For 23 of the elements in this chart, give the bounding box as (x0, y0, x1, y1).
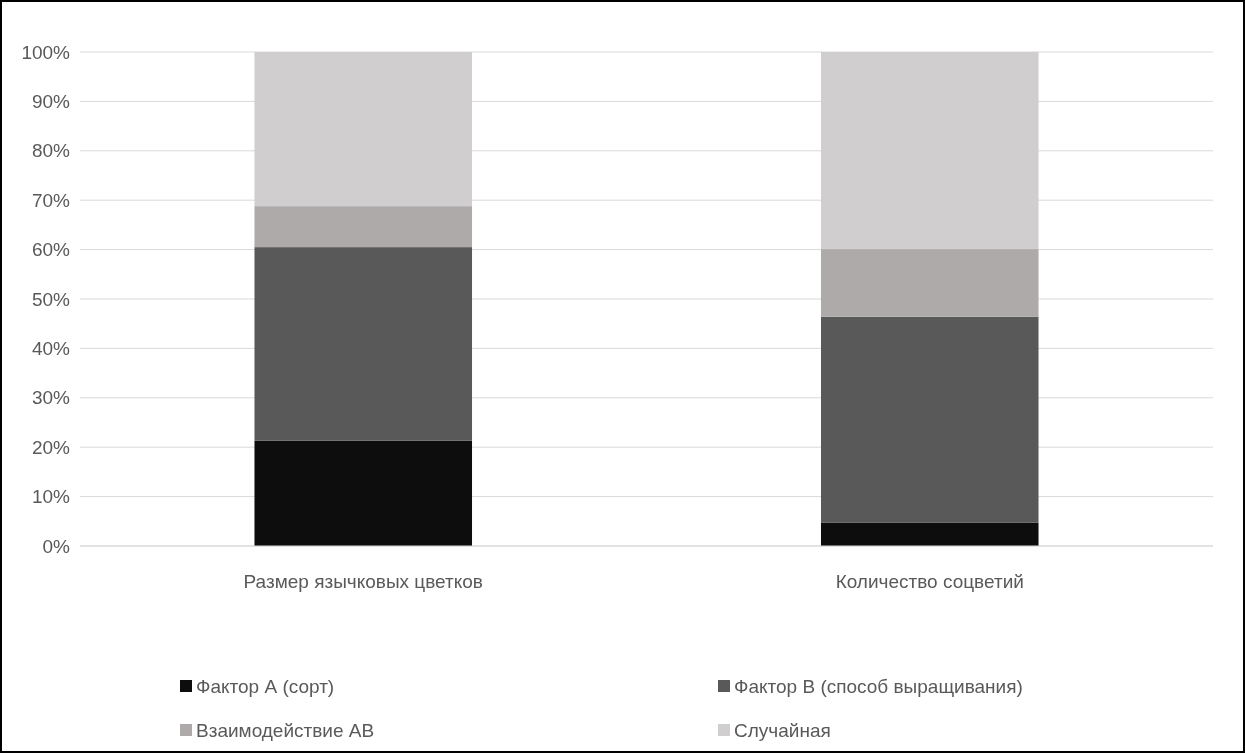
y-tick-label: 90% (31, 91, 71, 113)
y-tick-label: 30% (31, 387, 71, 409)
y-tick-label: 50% (31, 288, 71, 310)
bar (820, 249, 1039, 317)
y-tick-label: 0% (42, 535, 71, 557)
bar (820, 316, 1039, 523)
y-tick-label: 60% (31, 239, 71, 261)
y-tick-label: 20% (31, 436, 71, 458)
y-tick-label: 100% (21, 41, 71, 63)
bar (820, 522, 1039, 546)
legend-label: Фактор А (сорт) (196, 675, 335, 697)
y-tick-label: 10% (31, 486, 71, 508)
bar (254, 247, 473, 441)
bar (254, 206, 473, 248)
legend-label: Случайная (734, 719, 831, 741)
x-tick-label: Размер язычковых цветков (243, 571, 483, 592)
y-tick-label: 80% (31, 140, 71, 162)
legend-label: Фактор В (способ выращивания) (734, 675, 1023, 697)
x-tick-label: Количество соцветий (835, 571, 1024, 592)
legend-label: Взаимодействие АВ (196, 719, 375, 741)
y-tick-label: 70% (31, 189, 71, 211)
bar (254, 440, 473, 546)
y-tick-label: 40% (31, 338, 71, 360)
